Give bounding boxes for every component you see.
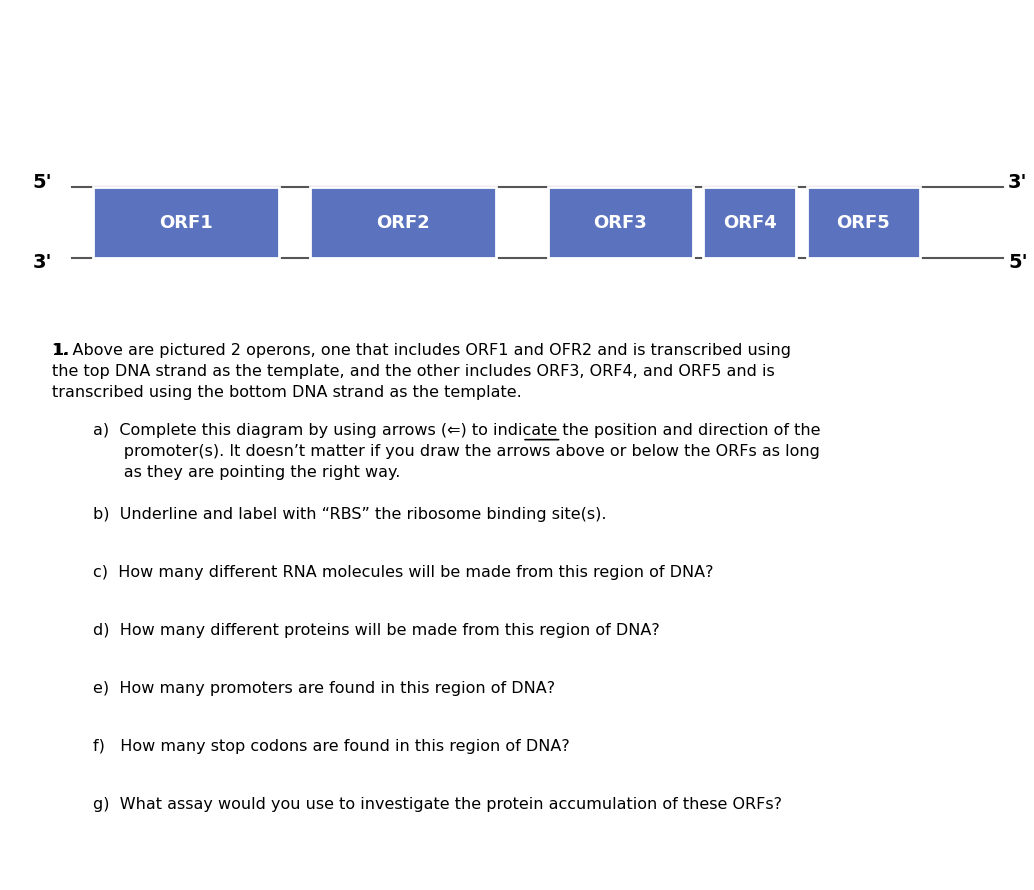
Text: g)  What assay would you use to investigate the protein accumulation of these OR: g) What assay would you use to investiga… bbox=[93, 797, 782, 812]
Text: ORF1: ORF1 bbox=[159, 214, 213, 231]
Text: d)  How many different proteins will be made from this region of DNA?: d) How many different proteins will be m… bbox=[93, 623, 660, 638]
FancyBboxPatch shape bbox=[703, 187, 796, 258]
Text: e)  How many promoters are found in this region of DNA?: e) How many promoters are found in this … bbox=[93, 681, 555, 696]
Text: c)  How many different RNA molecules will be made from this region of DNA?: c) How many different RNA molecules will… bbox=[93, 565, 713, 580]
Text: ORF5: ORF5 bbox=[837, 214, 890, 231]
FancyBboxPatch shape bbox=[310, 187, 496, 258]
FancyBboxPatch shape bbox=[807, 187, 920, 258]
Text: ORF3: ORF3 bbox=[594, 214, 647, 231]
Text: ORF4: ORF4 bbox=[723, 214, 777, 231]
Text: 1.: 1. bbox=[52, 343, 69, 358]
Text: 3': 3' bbox=[1008, 173, 1028, 192]
Text: f)   How many stop codons are found in this region of DNA?: f) How many stop codons are found in thi… bbox=[93, 739, 570, 754]
FancyBboxPatch shape bbox=[548, 187, 693, 258]
Text: 5': 5' bbox=[32, 173, 52, 192]
Text: 3': 3' bbox=[32, 253, 52, 272]
Text: 1. Above are pictured 2 operons, one that includes ORF1 and OFR2 and is transcri: 1. Above are pictured 2 operons, one tha… bbox=[52, 343, 791, 400]
Text: a)  Complete this diagram by using arrows (⇐) to indicate the position and direc: a) Complete this diagram by using arrows… bbox=[93, 423, 821, 480]
Text: ORF2: ORF2 bbox=[376, 214, 430, 231]
FancyBboxPatch shape bbox=[93, 187, 279, 258]
Text: 5': 5' bbox=[1008, 253, 1028, 272]
Text: b)  Underline and label with “RBS” the ribosome binding site(s).: b) Underline and label with “RBS” the ri… bbox=[93, 507, 607, 522]
